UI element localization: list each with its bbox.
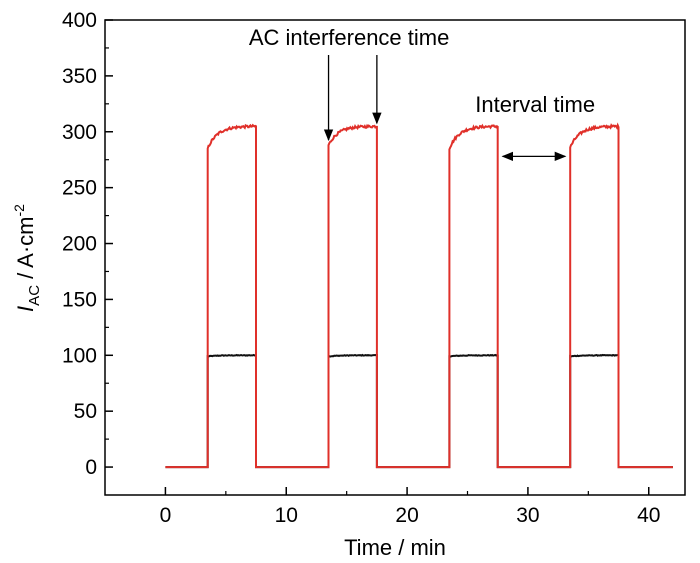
series-line-black bbox=[165, 353, 673, 469]
annotation-layer: AC interference time Interval time bbox=[249, 25, 595, 162]
y-axis-unit: / A·cm bbox=[13, 217, 38, 285]
x-tick-label: 20 bbox=[395, 504, 418, 527]
series-layer bbox=[165, 122, 673, 469]
x-tick-label: 10 bbox=[275, 504, 298, 527]
y-axis-unit-exponent: -2 bbox=[11, 204, 27, 217]
y-tick-label: 400 bbox=[62, 9, 97, 32]
x-tick-label: 40 bbox=[637, 504, 660, 527]
y-tick-label: 250 bbox=[62, 177, 97, 200]
y-axis-subscript: AC bbox=[26, 285, 43, 306]
y-tick-label: 300 bbox=[62, 121, 97, 144]
y-tick-label: 200 bbox=[62, 233, 97, 256]
series-line-red bbox=[165, 122, 673, 469]
y-tick-label: 0 bbox=[85, 456, 97, 479]
x-tick-label: 0 bbox=[160, 504, 172, 527]
plot-frame bbox=[104, 19, 686, 496]
y-tick-label: 350 bbox=[62, 65, 97, 88]
annotation-interval-time: Interval time bbox=[475, 92, 595, 117]
x-tick-label: 30 bbox=[516, 504, 539, 527]
y-tick-label: 150 bbox=[62, 288, 97, 311]
x-axis-title: Time / min bbox=[344, 535, 446, 560]
y-axis-title: IAC / A·cm-2 bbox=[11, 204, 43, 312]
y-tick-label: 50 bbox=[74, 400, 97, 423]
annotation-ac-interference-time: AC interference time bbox=[249, 25, 450, 50]
y-tick-label: 100 bbox=[62, 344, 97, 367]
y-axis-symbol: I bbox=[13, 306, 38, 312]
